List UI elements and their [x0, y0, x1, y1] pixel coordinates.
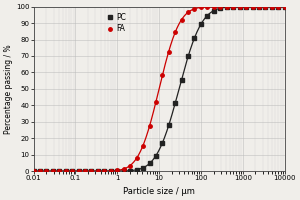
FA [148, 125, 151, 127]
FA [116, 169, 119, 172]
FA [70, 170, 74, 172]
FA [231, 5, 235, 8]
PC [238, 6, 242, 8]
FA [225, 5, 229, 8]
PC [244, 5, 248, 8]
PC [167, 124, 170, 127]
FA [193, 8, 196, 10]
PC [64, 170, 68, 172]
FA [277, 5, 280, 8]
PC [135, 169, 138, 171]
FA [173, 31, 177, 33]
PC [45, 170, 48, 172]
FA [51, 170, 55, 172]
FA [90, 170, 93, 172]
FA [160, 74, 164, 77]
FA [212, 6, 216, 8]
FA [244, 5, 248, 8]
PC [90, 170, 93, 172]
PC [173, 102, 177, 104]
PC [180, 78, 183, 81]
PC [122, 170, 126, 172]
FA [96, 170, 100, 172]
FA [186, 11, 190, 13]
PC [186, 55, 190, 58]
PC [218, 7, 222, 9]
FA [218, 5, 222, 8]
FA [283, 5, 286, 8]
PC [277, 5, 280, 8]
PC [154, 155, 158, 157]
FA [122, 168, 126, 170]
FA [77, 170, 80, 172]
FA [251, 5, 254, 8]
PC [231, 6, 235, 8]
FA [135, 157, 138, 159]
PC [212, 9, 216, 12]
Y-axis label: Percentage passing / %: Percentage passing / % [4, 44, 13, 134]
PC [264, 5, 267, 8]
FA [45, 170, 48, 172]
FA [167, 50, 170, 53]
PC [257, 5, 261, 8]
PC [77, 170, 80, 172]
PC [148, 162, 151, 165]
PC [206, 14, 209, 17]
PC [225, 6, 229, 8]
X-axis label: Particle size / μm: Particle size / μm [123, 187, 195, 196]
FA [238, 5, 242, 8]
PC [270, 5, 274, 8]
FA [109, 170, 113, 172]
FA [32, 170, 35, 172]
PC [70, 170, 74, 172]
PC [193, 37, 196, 39]
PC [51, 170, 55, 172]
FA [264, 5, 267, 8]
PC [199, 23, 203, 25]
PC [96, 170, 100, 172]
PC [103, 170, 106, 172]
FA [128, 164, 132, 167]
FA [141, 145, 145, 147]
PC [283, 5, 286, 8]
PC [58, 170, 61, 172]
FA [64, 170, 68, 172]
FA [58, 170, 61, 172]
FA [257, 5, 261, 8]
PC [116, 170, 119, 172]
FA [270, 5, 274, 8]
PC [109, 170, 113, 172]
PC [141, 167, 145, 169]
PC [160, 142, 164, 144]
FA [206, 6, 209, 8]
PC [251, 5, 254, 8]
PC [32, 170, 35, 172]
PC [38, 170, 42, 172]
Line: FA: FA [32, 5, 286, 173]
FA [180, 18, 183, 21]
FA [38, 170, 42, 172]
FA [154, 101, 158, 104]
PC [83, 170, 87, 172]
Legend: PC, FA: PC, FA [105, 12, 127, 34]
PC [128, 169, 132, 172]
FA [83, 170, 87, 172]
FA [199, 6, 203, 9]
FA [103, 170, 106, 172]
Line: PC: PC [32, 5, 286, 173]
